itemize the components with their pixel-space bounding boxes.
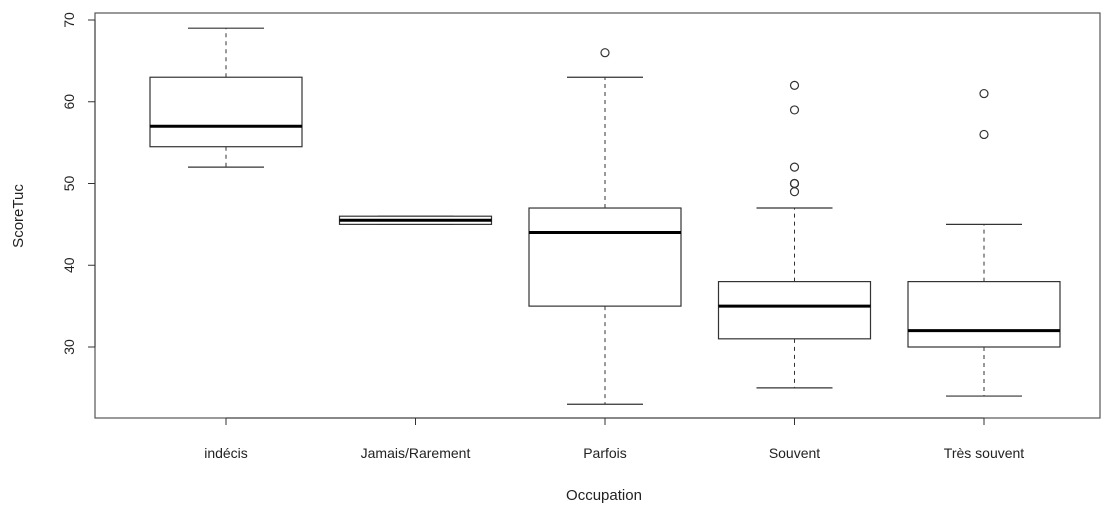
box bbox=[717, 281, 872, 340]
x-tick-label: Souvent bbox=[769, 445, 820, 461]
y-tick-label: 50 bbox=[61, 176, 77, 192]
box-group bbox=[907, 88, 1061, 397]
outlier-point bbox=[979, 129, 989, 140]
outlier-point bbox=[789, 105, 800, 115]
outlier-point bbox=[789, 178, 800, 189]
box-group bbox=[717, 80, 872, 389]
y-axis-title: ScoreTuc bbox=[10, 184, 27, 248]
box-group bbox=[149, 27, 303, 168]
outlier-point bbox=[979, 88, 989, 99]
outlier-point bbox=[789, 80, 800, 91]
boxes bbox=[149, 27, 1061, 405]
x-tick-label: Très souvent bbox=[944, 445, 1025, 461]
x-tick-label: indécis bbox=[204, 445, 248, 461]
x-axis: indécis Jamais/Rarement Parfois Souvent Très… bbox=[204, 417, 1025, 461]
box bbox=[907, 281, 1061, 348]
box-group bbox=[528, 48, 682, 405]
box bbox=[149, 76, 303, 148]
outlier-point bbox=[600, 48, 610, 58]
y-tick-label: 40 bbox=[61, 257, 77, 273]
outlier-point bbox=[789, 187, 800, 197]
y-tick-label: 70 bbox=[61, 12, 77, 28]
box-group bbox=[338, 215, 493, 225]
x-axis-title: Occupation bbox=[566, 487, 642, 504]
y-axis: 30 40 50 60 70 bbox=[61, 12, 96, 355]
x-tick-label: Jamais/Rarement bbox=[361, 445, 471, 461]
outlier-point bbox=[789, 162, 800, 172]
y-tick-label: 60 bbox=[61, 94, 77, 110]
x-tick-label: Parfois bbox=[583, 445, 627, 461]
box bbox=[528, 207, 682, 307]
y-tick-label: 30 bbox=[61, 339, 77, 355]
